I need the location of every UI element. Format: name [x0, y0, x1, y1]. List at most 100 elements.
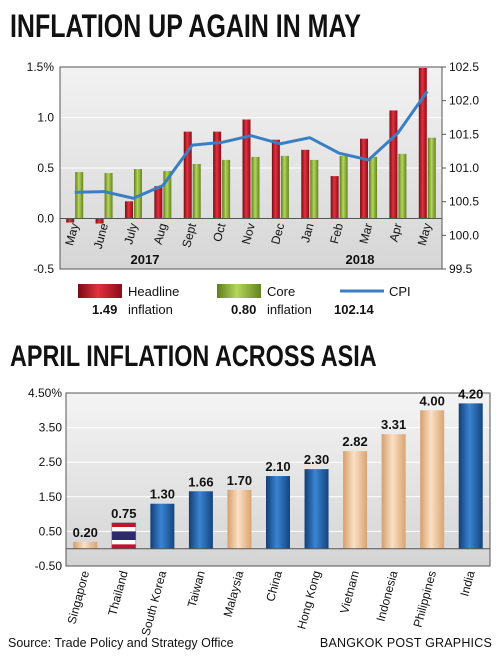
- core-bar: [280, 155, 289, 219]
- flag-stripe: [111, 522, 136, 528]
- plot2-border: [65, 392, 491, 567]
- chart-title-asia: APRIL INFLATION ACROSS ASIA: [10, 340, 377, 373]
- plot1-y2-tick-label: 102.0: [449, 94, 479, 108]
- core-bar: [163, 171, 172, 219]
- flag-stripe: [111, 527, 136, 532]
- core-bar: [251, 156, 260, 219]
- asia-bar: [381, 434, 406, 549]
- headline-bar: [418, 68, 427, 219]
- plot1-x-tick-label: Feb: [327, 221, 346, 245]
- plot1-y-tick-label: 0.0: [37, 212, 54, 226]
- asia-value-label: 3.31: [381, 417, 406, 432]
- plot1-x-tick-label: July: [121, 222, 140, 246]
- plot1-y2-tick-label: 102.5: [449, 60, 479, 74]
- legend-core-label2: inflation: [267, 302, 312, 317]
- asia-bar: [420, 410, 445, 549]
- plot1-y-tick-label: 1.0: [37, 111, 54, 125]
- asia-bar: [343, 451, 368, 549]
- plot2-y-tick-label: 2.50: [39, 455, 63, 469]
- legend-headline-label: Headline: [128, 284, 179, 299]
- plot1-y2-tick-label: 99.5: [449, 262, 473, 276]
- plot1-x-tick-label: Apr: [386, 222, 404, 244]
- asia-value-label: 1.70: [227, 473, 252, 488]
- plot1-y-tick-label: -0.5: [33, 262, 54, 276]
- plot1-x-tick-label: Mar: [357, 222, 376, 246]
- plot2-y-tick-label: 0.50: [39, 524, 63, 538]
- plot1-x-tick-label: May: [62, 222, 81, 248]
- plot2-x-tick-label: Hong Kong: [294, 569, 323, 631]
- plot1-x-tick-label: Sept: [179, 221, 199, 249]
- plot1-y2-tick-label: 101.0: [449, 161, 479, 175]
- plot1-y-tick-label: 0.5: [37, 161, 54, 175]
- core-bar: [104, 173, 113, 219]
- plot1-y-tick-label: 1.5%: [27, 60, 55, 74]
- plot1-x-tick-label: Nov: [239, 222, 258, 246]
- asia-bar: [304, 469, 329, 549]
- legend-cpi-value: 102.14: [334, 302, 375, 317]
- asia-bar: [73, 541, 98, 549]
- legend-core-value: 0.80: [231, 302, 256, 317]
- plot1-x-tick-label: May: [415, 222, 434, 248]
- core-bar: [133, 169, 142, 219]
- headline-bar: [360, 138, 369, 219]
- headline-bar: [271, 139, 280, 219]
- legend-headline-label2: inflation: [128, 302, 173, 317]
- plot2-y-tick-label: 3.50: [39, 421, 63, 435]
- asia-value-label: 2.30: [304, 452, 329, 467]
- year-label-2017: 2017: [131, 252, 160, 267]
- core-bar: [310, 159, 319, 219]
- plot2-x-tick-label: India: [457, 569, 477, 598]
- plot2-x-tick-label: Singapore: [64, 569, 92, 626]
- plot2-x-tick-label: Vietnam: [337, 569, 362, 615]
- asia-bar: [266, 476, 290, 549]
- headline-bar: [66, 218, 75, 223]
- plot2-y-tick-label: 4.50%: [28, 386, 62, 400]
- plot1-x-tick-label: Oct: [210, 221, 229, 243]
- asia-bar: [188, 491, 213, 549]
- asia-bar: [458, 403, 483, 549]
- plot2-x-tick-label: China: [263, 569, 285, 603]
- headline-bar: [330, 176, 339, 219]
- legend-core-label: Core: [267, 284, 295, 299]
- core-bar: [339, 155, 348, 219]
- plot1-x-tick-label: Jan: [298, 222, 317, 244]
- headline-bar: [389, 110, 398, 219]
- plot2-x-tick-label: Malaysia: [221, 569, 247, 619]
- plot1-y2-tick-label: 100.5: [449, 195, 479, 209]
- flag-stripe: [111, 540, 136, 545]
- headline-bar: [154, 186, 163, 219]
- plot2-x-tick-label: Indonesia: [374, 569, 401, 623]
- asia-value-label: 0.75: [111, 506, 136, 521]
- plot2-x-tick-label: Thailand: [105, 569, 130, 617]
- asia-value-label: 0.20: [73, 525, 98, 540]
- legend-core-swatch: [217, 284, 261, 298]
- plot1-y2-tick-label: 100.0: [449, 228, 479, 242]
- year-label-2018: 2018: [346, 252, 375, 267]
- asia-bar-flag: [111, 522, 137, 549]
- credit-note: BANGKOK POST GRAPHICS: [319, 636, 492, 650]
- headline-bar: [95, 218, 104, 224]
- headline-bar: [183, 131, 192, 219]
- headline-bar: [124, 201, 133, 219]
- flag-stripe: [111, 531, 136, 541]
- asia-value-label: 1.30: [150, 487, 175, 502]
- asia-value-label: 4.00: [420, 393, 445, 408]
- asia-value-label: 1.66: [188, 474, 213, 489]
- plot1-y2-tick-label: 101.5: [449, 127, 479, 141]
- core-bar: [427, 137, 436, 219]
- core-bar: [222, 159, 231, 219]
- legend-cpi-label: CPI: [389, 284, 411, 299]
- plot2-y-tick-label: 1.50: [39, 490, 63, 504]
- headline-bar: [242, 119, 251, 219]
- core-bar: [398, 153, 407, 219]
- asia-bar: [227, 489, 252, 549]
- headline-bar: [301, 149, 310, 219]
- asia-value-label: 4.20: [458, 386, 483, 401]
- chart-title-inflation: INFLATION UP AGAIN IN MAY: [10, 8, 361, 44]
- cpi-line: [74, 90, 429, 200]
- core-bar: [192, 163, 201, 219]
- legend-headline-value: 1.49: [92, 302, 117, 317]
- plot1-x-tick-label: June: [91, 221, 111, 250]
- asia-bar: [150, 503, 175, 549]
- plot1-x-tick-label: Aug: [151, 222, 170, 246]
